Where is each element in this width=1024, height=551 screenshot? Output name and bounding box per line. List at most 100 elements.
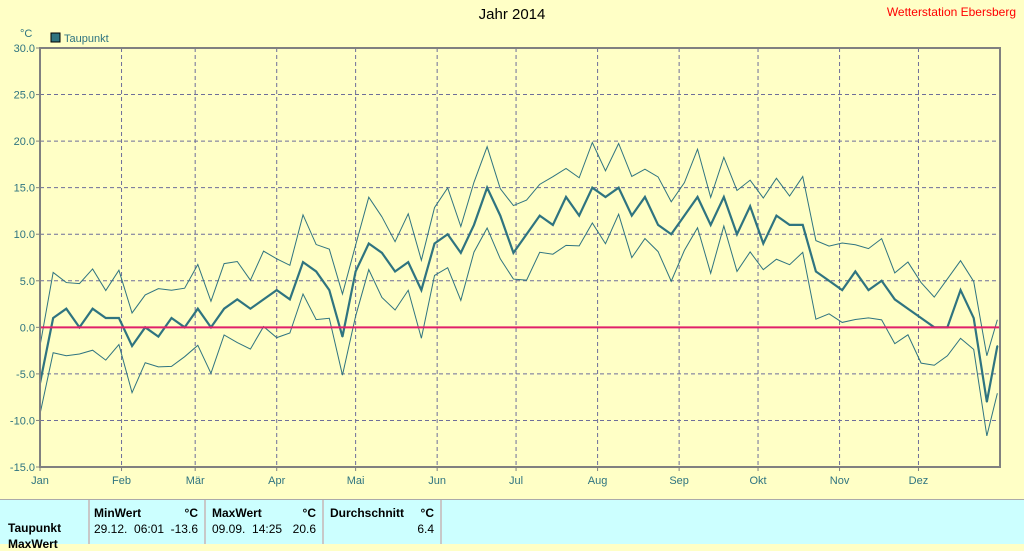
avg-unit: °C	[420, 506, 434, 520]
x-tick-label: Jun	[428, 475, 446, 487]
data-point	[736, 233, 738, 236]
data-point	[880, 279, 883, 282]
data-point	[433, 242, 436, 245]
y-tick-label: 5.0	[20, 276, 35, 288]
x-tick-label: Mai	[347, 475, 365, 487]
x-tick-label: Mär	[186, 475, 205, 487]
data-point	[512, 252, 515, 254]
data-point	[617, 186, 620, 189]
data-point	[315, 270, 317, 273]
x-tick-label: Dez	[909, 475, 929, 487]
station-name: Wetterstation Ebersberg	[886, 5, 1016, 19]
x-tick-label: Jan	[31, 475, 49, 487]
data-point	[446, 233, 449, 236]
x-tick-label: Okt	[749, 475, 766, 487]
data-point	[709, 224, 712, 226]
data-point	[854, 270, 857, 273]
data-point	[959, 289, 962, 291]
row-label-cell: Taupunkt MaxWert	[0, 500, 90, 551]
data-point	[670, 233, 673, 236]
plot-area	[40, 48, 1000, 467]
x-tick-label: Apr	[268, 475, 285, 487]
data-point	[644, 196, 646, 198]
data-point	[262, 298, 265, 301]
data-point	[907, 307, 909, 310]
data-point	[91, 307, 94, 310]
data-point	[657, 224, 659, 226]
data-point	[157, 335, 160, 338]
x-tick-label: Feb	[112, 475, 131, 487]
data-point	[893, 298, 896, 301]
y-tick-label: 20.0	[14, 136, 35, 148]
data-point	[788, 224, 791, 226]
max-cell: MaxWert °C 09.09. 14:25 20.6	[206, 500, 324, 544]
data-point	[341, 335, 344, 338]
data-point	[236, 298, 239, 301]
y-tick-label: 30.0	[14, 43, 35, 55]
data-point	[552, 224, 554, 226]
data-point	[499, 214, 502, 217]
avg-cell: Durchschnitt °C 6.4	[324, 500, 442, 544]
chart: 30.0 25.0 20.0 15.0 10.0 5.0 0.0 -5.0 -10.0 -15.0…	[10, 28, 1001, 487]
data-point	[762, 242, 765, 245]
data-point	[815, 270, 817, 273]
data-point	[104, 317, 107, 319]
data-point	[630, 214, 633, 217]
data-point	[249, 307, 252, 310]
x-tick-label: Aug	[588, 475, 608, 487]
data-point	[275, 289, 278, 291]
data-point	[289, 298, 291, 301]
data-point	[354, 270, 357, 273]
legend-swatch	[50, 32, 61, 43]
chart-title: Jahr 2014	[478, 6, 546, 23]
data-point	[920, 317, 922, 319]
data-point	[65, 307, 68, 310]
plot-border	[39, 47, 1001, 468]
data-point	[381, 252, 383, 254]
max-value: 20.6	[292, 522, 316, 536]
y-tick-label: -5.0	[16, 369, 35, 381]
legend-label: Taupunkt	[64, 33, 109, 45]
data-point	[972, 317, 975, 319]
data-point	[986, 401, 988, 403]
data-point	[420, 289, 423, 291]
data-point	[486, 186, 488, 189]
min-cell: MinWert °C 29.12. 06:01 -13.6	[90, 500, 206, 544]
row-label: Taupunkt	[8, 521, 62, 535]
data-point	[302, 261, 304, 263]
data-point	[996, 345, 999, 347]
data-point	[723, 196, 725, 198]
stats-table: Taupunkt MaxWert MinWert °C 29.12. 06:01…	[0, 499, 1024, 551]
max-unit: °C	[302, 506, 316, 520]
series-max-line	[39, 141, 998, 356]
data-point	[683, 214, 686, 217]
data-point	[197, 307, 199, 310]
y-tick-label: 10.0	[14, 229, 35, 241]
data-point	[604, 196, 607, 198]
x-tick-label: Jul	[509, 475, 523, 487]
x-tick-label: Sep	[669, 475, 689, 487]
data-point	[328, 289, 331, 291]
data-point	[775, 214, 778, 217]
y-tick-label: 0.0	[20, 322, 35, 334]
data-point	[473, 224, 475, 226]
max-header: MaxWert	[212, 506, 262, 520]
data-point	[841, 289, 843, 291]
min-value: -13.6	[170, 522, 198, 536]
data-point	[525, 233, 528, 236]
data-point	[394, 270, 396, 273]
min-time: 29.12. 06:01	[94, 522, 165, 536]
series-line-taupunkt	[38, 184, 999, 403]
data-point	[223, 307, 225, 310]
data-point	[578, 214, 580, 217]
data-point	[170, 317, 173, 319]
data-point	[591, 186, 594, 189]
data-point	[828, 279, 830, 282]
y-axis-unit: °C	[20, 28, 32, 40]
min-unit: °C	[184, 506, 198, 520]
data-point	[131, 345, 133, 347]
data-point	[801, 224, 804, 226]
data-point	[367, 242, 370, 245]
series-min-line	[39, 212, 998, 437]
max-time: 09.09. 14:25	[212, 522, 283, 536]
